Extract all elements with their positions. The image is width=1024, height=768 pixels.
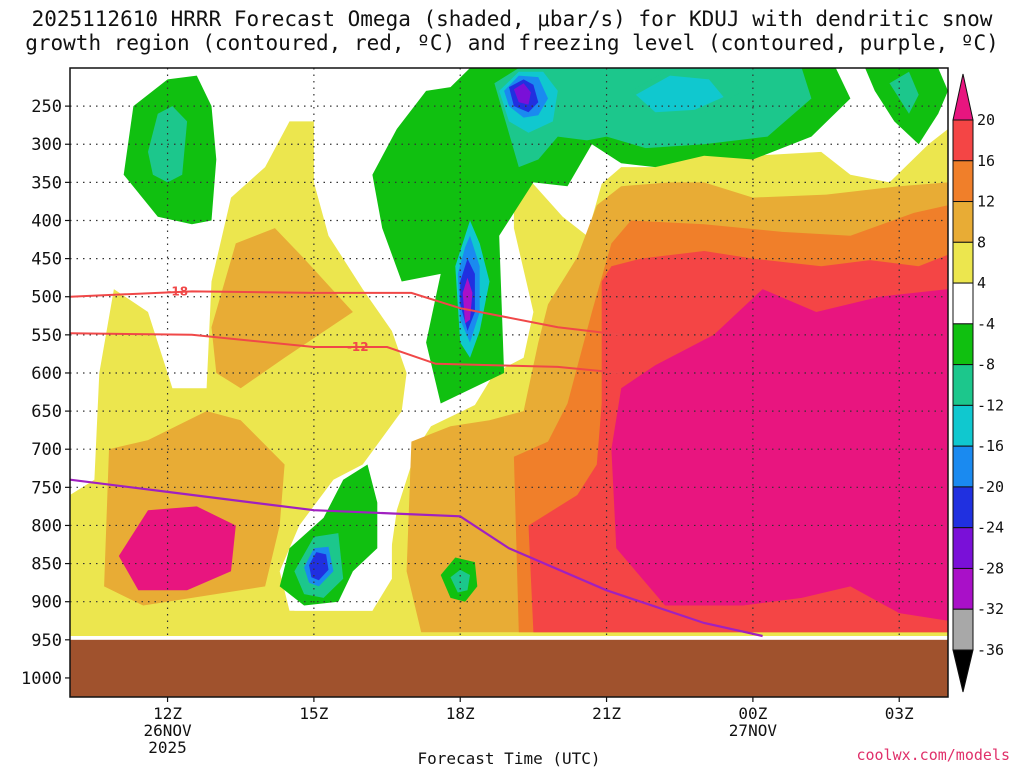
- colorbar-label-1: 16: [977, 152, 995, 170]
- colorbar-label-8: -16: [977, 437, 1004, 455]
- colorbar-bin-6: [952, 364, 974, 406]
- contour-label--18: -18: [166, 284, 188, 298]
- shaded-magenta-left: [118, 506, 236, 591]
- y-tick-label-550: 550: [31, 326, 62, 346]
- colorbar-bin-top: [952, 73, 974, 121]
- y-tick-label-700: 700: [31, 440, 62, 460]
- colorbar-bin-10: [952, 527, 974, 569]
- below-ground-area: [70, 639, 948, 697]
- colorbar-bin-bottom: [952, 649, 974, 693]
- x-tick-year-12Z: 2025: [148, 738, 187, 757]
- contour-label--12: -12: [347, 340, 369, 354]
- x-tick-label-15Z: 15Z: [299, 704, 328, 723]
- y-tick-label-650: 650: [31, 402, 62, 422]
- x-tick-date-12Z: 26NOV: [143, 721, 192, 740]
- colorbar-bin-4: [952, 282, 974, 325]
- contour--12: [70, 332, 622, 374]
- colorbar-bin-3: [952, 241, 974, 284]
- chart-title-line-1: 2025112610 HRRR Forecast Omega (shaded, …: [31, 7, 993, 31]
- shaded-purple-upper: [513, 83, 531, 105]
- colorbar-label-0: 20: [977, 111, 995, 129]
- y-tick-label-600: 600: [31, 364, 62, 384]
- y-tick-label-350: 350: [31, 173, 62, 193]
- colorbar-label-11: -28: [977, 559, 1004, 577]
- colorbar-label-10: -24: [977, 519, 1004, 537]
- shaded-teal-lower-center: [450, 569, 470, 593]
- colorbar-label-2: 12: [977, 193, 995, 211]
- footer-site-url[interactable]: coolwx.com/models: [856, 746, 1010, 764]
- colorbar-bin-11: [952, 567, 974, 610]
- colorbar-bin-9: [952, 486, 974, 529]
- colorbar-bin-5: [952, 323, 974, 366]
- colorbar-label-4: 4: [977, 274, 986, 292]
- x-tick-label-18Z: 18Z: [446, 704, 475, 723]
- shaded-teal-right-top: [889, 71, 919, 114]
- contour-freezing-level: [70, 478, 763, 638]
- colorbar-bin-7: [952, 404, 974, 447]
- x-tick-label-12Z: 12Z: [153, 704, 182, 723]
- x-axis-label: Forecast Time (UTC): [417, 749, 600, 768]
- y-tick-label-950: 950: [31, 631, 62, 651]
- colorbar-bin-8: [952, 445, 974, 488]
- x-tick-label-21Z: 21Z: [592, 704, 621, 723]
- x-tick-label-03Z: 03Z: [885, 704, 914, 723]
- y-tick-label-800: 800: [31, 516, 62, 536]
- y-tick-label-750: 750: [31, 478, 62, 498]
- colorbar-label-5: -4: [977, 315, 995, 333]
- y-tick-label-250: 250: [31, 97, 62, 117]
- x-tick-date-00Z: 27NOV: [729, 721, 778, 740]
- shaded-cyan-top-blob: [635, 75, 724, 113]
- colorbar-label-3: 8: [977, 233, 986, 251]
- colorbar-label-6: -8: [977, 356, 995, 374]
- shaded-magenta-right: [611, 289, 948, 621]
- y-tick-label-850: 850: [31, 555, 62, 575]
- colorbar-label-12: -32: [977, 600, 1004, 618]
- shaded-orange-upper-left: [211, 228, 353, 389]
- shaded-dark-blue-lower-left: [309, 552, 329, 581]
- shaded-green-top-center: [372, 68, 851, 404]
- colorbar-bin-1: [952, 160, 974, 203]
- colorbar-label-13: -36: [977, 641, 1004, 659]
- x-tick-label-00Z: 00Z: [738, 704, 767, 723]
- y-tick-label-450: 450: [31, 250, 62, 270]
- chart-title-line-2: growth region (contoured, red, ºC) and f…: [25, 31, 999, 55]
- y-tick-label-900: 900: [31, 593, 62, 613]
- colorbar-label-7: -12: [977, 396, 1004, 414]
- y-tick-label-500: 500: [31, 288, 62, 308]
- y-tick-label-400: 400: [31, 211, 62, 231]
- colorbar-bin-12: [952, 608, 974, 651]
- y-tick-label-1000: 1000: [21, 669, 62, 689]
- plot-frame: [69, 67, 949, 698]
- contour--18: [70, 290, 622, 336]
- y-tick-label-300: 300: [31, 135, 62, 155]
- colorbar-label-9: -20: [977, 478, 1004, 496]
- colorbar-bin-0: [952, 119, 974, 162]
- colorbar-bin-2: [952, 201, 974, 243]
- shaded-purple-column: [462, 277, 473, 324]
